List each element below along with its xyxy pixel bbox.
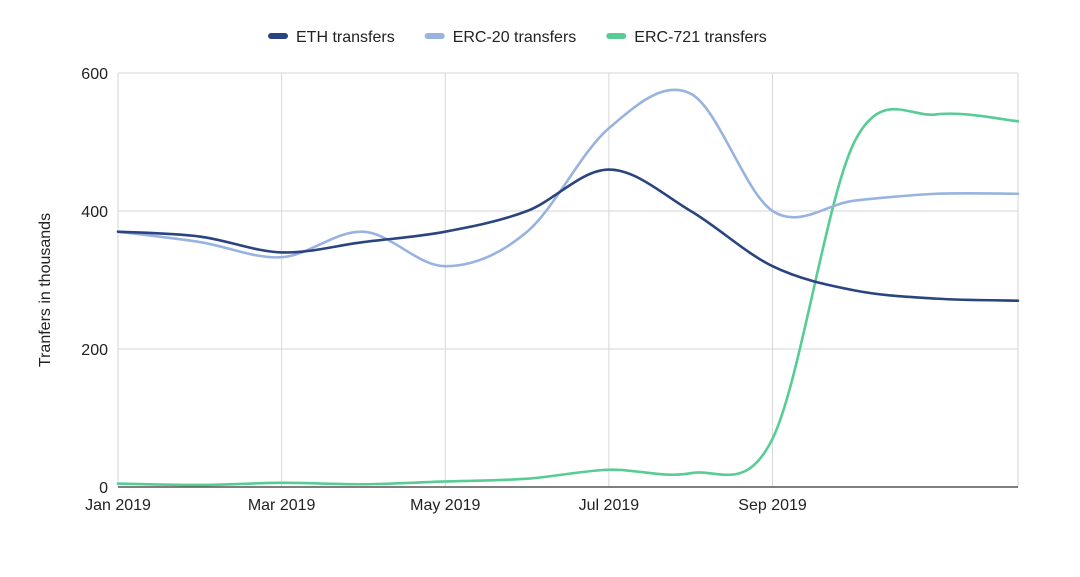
legend-label: ERC-721 transfers [634, 29, 767, 46]
series-line-eth-transfers [116, 168, 1020, 302]
series-line-erc-20-transfers [116, 88, 1020, 268]
legend-item[interactable]: ETH transfers [268, 29, 395, 46]
legend[interactable]: ETH transfers ERC-20 transfers ERC-721 tra… [268, 29, 767, 46]
y-tick-label: 600 [81, 66, 108, 83]
y-tick-label: 0 [99, 480, 108, 497]
legend-item[interactable]: ERC-20 transfers [424, 29, 577, 46]
series-line-erc-721-transfers [116, 107, 1020, 487]
y-tick-label: 200 [81, 342, 108, 359]
series-lines [116, 88, 1020, 487]
x-tick-label: Sep 2019 [738, 497, 807, 514]
x-tick-label: May 2019 [410, 497, 480, 514]
gridlines [117, 72, 1019, 487]
legend-swatch [424, 33, 445, 39]
legend-label: ETH transfers [296, 29, 395, 46]
y-tick-label: 400 [81, 204, 108, 221]
legend-swatch [268, 33, 288, 39]
legend-label: ERC-20 transfers [453, 29, 577, 46]
x-tick-label: Jul 2019 [579, 497, 640, 514]
y-axis-title: Tranfers in thousands [37, 213, 54, 367]
legend-swatch [606, 33, 627, 39]
x-tick-label: Mar 2019 [248, 497, 316, 514]
x-tick-label: Jan 2019 [85, 497, 151, 514]
axes: 0 200 400 600 Jan 2019 Mar 2019 May 2019 Jul 20… [81, 66, 1018, 514]
legend-item[interactable]: ERC-721 transfers [606, 29, 767, 46]
